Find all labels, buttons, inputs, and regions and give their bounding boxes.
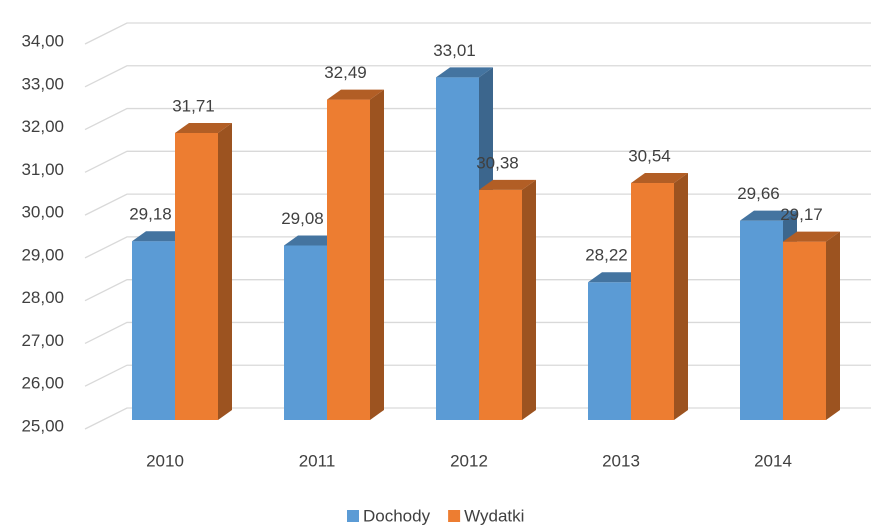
- grid-line: [84, 193, 871, 216]
- data-label: 29,66: [737, 184, 780, 203]
- data-label: 28,22: [585, 246, 628, 265]
- x-tick-label: 2013: [602, 451, 640, 470]
- y-tick-label: 32,00: [21, 117, 64, 136]
- bar-top: [588, 272, 645, 283]
- legend-label: Wydatki: [464, 506, 524, 525]
- bar-side: [674, 173, 688, 420]
- y-tick-label: 26,00: [21, 374, 64, 393]
- data-label: 32,49: [324, 63, 367, 82]
- bar-front: [740, 220, 783, 420]
- bar-front: [631, 183, 674, 420]
- y-tick-label: 29,00: [21, 245, 64, 264]
- y-tick-label: 28,00: [21, 288, 64, 307]
- bar-top: [175, 122, 232, 133]
- y-tick-label: 25,00: [21, 416, 64, 435]
- x-tick-label: 2012: [450, 451, 488, 470]
- bar-top: [132, 231, 189, 242]
- bar-front: [479, 189, 522, 420]
- data-label: 29,17: [780, 205, 823, 224]
- bar: [479, 179, 536, 420]
- bar-top: [631, 173, 688, 184]
- data-label: 29,18: [129, 205, 172, 224]
- bar-side: [370, 89, 384, 420]
- x-tick-label: 2014: [754, 451, 792, 470]
- y-tick-label: 27,00: [21, 331, 64, 350]
- bar-side: [522, 179, 536, 420]
- x-tick-label: 2010: [146, 451, 184, 470]
- data-label: 30,38: [476, 153, 519, 172]
- grid-line: [84, 236, 871, 259]
- bar-top: [436, 67, 493, 78]
- bar-top: [327, 89, 384, 100]
- legend-swatch: [347, 510, 359, 522]
- bar-top: [783, 231, 840, 242]
- legend-swatch: [448, 510, 461, 522]
- y-tick-label: 34,00: [21, 31, 64, 50]
- bar-top: [740, 210, 797, 221]
- bar: [783, 231, 840, 420]
- bar-side: [218, 122, 232, 420]
- y-tick-label: 31,00: [21, 160, 64, 179]
- bar-front: [436, 77, 479, 420]
- y-tick-label: 33,00: [21, 74, 64, 93]
- x-tick-label: 2011: [299, 451, 336, 470]
- bar: [327, 89, 384, 420]
- bar-front: [783, 241, 826, 420]
- grid-line: [84, 22, 871, 45]
- bar-front: [175, 132, 218, 420]
- bar-top: [284, 235, 341, 246]
- grid-line: [84, 107, 871, 131]
- y-tick-label: 30,00: [21, 203, 64, 222]
- legend-label: Dochody: [363, 506, 431, 525]
- bar-top: [479, 179, 536, 190]
- grid-line: [84, 150, 871, 173]
- data-label: 30,54: [628, 146, 671, 165]
- bar-side: [826, 231, 840, 420]
- data-label: 29,08: [281, 209, 324, 228]
- bar: [631, 173, 688, 420]
- bar-front: [284, 245, 327, 420]
- bar-front: [327, 99, 370, 420]
- data-label: 31,71: [172, 96, 215, 115]
- bar: [175, 122, 232, 420]
- data-label: 33,01: [433, 41, 476, 60]
- bar-front: [588, 282, 631, 420]
- bar-front: [132, 241, 175, 420]
- grid-line: [84, 65, 871, 88]
